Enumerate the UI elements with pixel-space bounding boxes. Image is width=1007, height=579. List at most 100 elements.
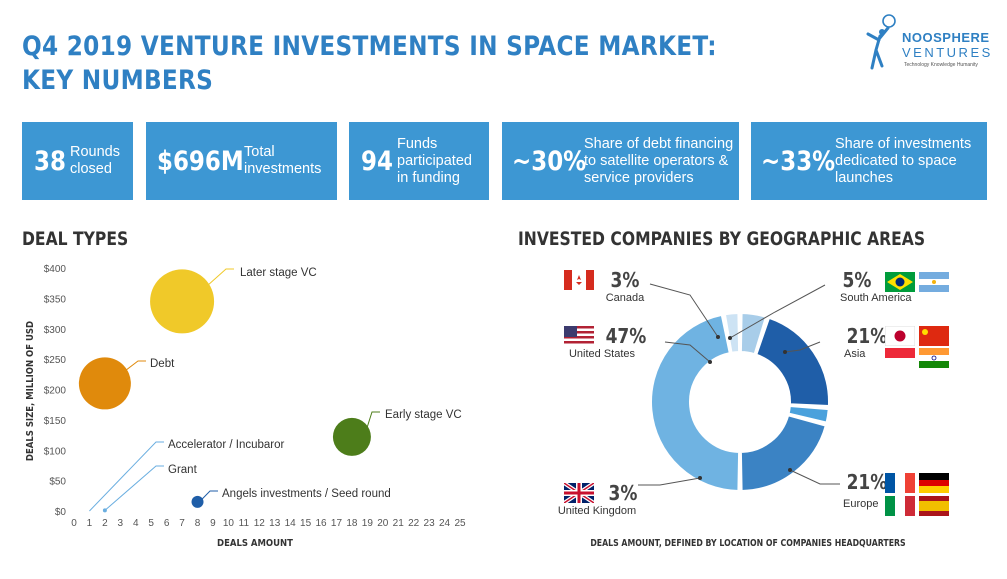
x-tick-label: 1 [87,518,93,529]
geo-pct: 47% [605,324,647,348]
x-tick-label: 6 [164,518,170,529]
leader-line [366,411,380,428]
donut-slice [650,313,741,493]
leader-line [207,268,234,286]
kpi-rounds: 38 Rounds closed [22,122,133,200]
x-tick-label: 21 [393,518,405,529]
donut-leader [729,284,826,339]
x-tick-label: 12 [254,518,266,529]
x-axis-label: DEALS AMOUNT [217,537,294,549]
geo-name: Canada [605,292,645,304]
india-flag-icon [919,348,949,368]
x-tick-label: 25 [454,518,466,529]
geo-pct: 3% [610,268,640,292]
geo-axis-label: DEALS AMOUNT, DEFINED BY LOCATION OF COM… [590,538,905,549]
x-tick-label: 17 [331,518,343,529]
bubble-point [102,508,107,513]
spain-flag-icon [919,496,949,516]
donut-leader [638,477,701,486]
x-tick-label: 2 [102,518,108,529]
x-tick-label: 0 [71,518,77,529]
x-tick-label: 16 [315,518,327,529]
y-axis-label: DEALS SIZE, MILLION OF USD [24,321,36,461]
x-tick-label: 9 [210,518,216,529]
geo-label-canada: 3% Canada [564,268,660,304]
donut-leader [649,283,719,338]
y-tick-label: $300 [44,325,67,336]
canada-flag-icon [564,270,594,290]
bubble-point [78,357,131,410]
bubble-point [191,495,204,508]
donut-slice [723,311,741,354]
bubble-label: Later stage VC [240,267,317,279]
geo-pct: 3% [608,481,638,505]
y-tick-label: $50 [49,477,66,488]
kpi-value: 38 [34,145,66,177]
x-tick-label: 24 [439,518,451,529]
geo-name: Europe [843,498,879,510]
kpi-label: Share of debt financing to satellite ope… [584,135,734,186]
x-tick-label: 14 [285,518,297,529]
y-tick-label: $200 [44,386,67,397]
germany-flag-icon [919,473,949,493]
kpi-label: Rounds closed [70,144,120,177]
x-tick-label: 22 [408,518,420,529]
y-tick-label: $400 [44,264,67,275]
donut-slice [787,404,830,424]
page-title: Q4 2019 VENTURE INVESTMENTS IN SPACE MAR… [22,30,717,98]
leader-line [104,465,164,511]
y-tick-label: $0 [55,507,67,518]
y-tick-label: $350 [44,294,67,305]
leader-line [89,441,164,512]
x-tick-label: 20 [377,518,389,529]
logo-subtitle: VENTURES [902,45,993,60]
kpi-label: Total investments [244,144,322,177]
kpi-value: 94 [361,145,393,177]
x-tick-label: 19 [362,518,374,529]
geo-label-united-states: 47% United States [562,324,646,360]
donut-slice [739,311,768,356]
brazil-flag-icon [885,272,915,292]
argentina-flag-icon [919,272,949,292]
x-tick-label: 18 [346,518,358,529]
kpi-debt-share: ~30% Share of debt financing to satellit… [502,122,739,200]
kpi-funds: 94 Funds participated in funding [349,122,489,200]
donut-leader [664,341,711,363]
donut-slice [755,316,830,408]
bubble-point [150,269,215,334]
leader-dot [788,468,792,472]
y-tick-label: $250 [44,355,67,366]
noosphere-logo: NOOSPHERE VENTURES Technology Knowledge … [862,12,992,76]
geo-pct: 21% [846,324,888,348]
geo-label-united-kingdom: 3% United Kingdom [552,481,642,517]
astronaut-logo-icon [866,14,896,70]
logo-tagline: Technology Knowledge Humanity [904,62,978,68]
japan-flag-icon [885,326,915,346]
title-line-1: Q4 2019 VENTURE INVESTMENTS IN SPACE MAR… [22,31,717,62]
geo-pct: 21% [846,470,888,494]
singapore-flag-icon [885,348,915,368]
leader-dot [783,350,787,354]
uk-flag-icon [564,483,594,503]
leader-dot [728,336,732,340]
geo-label-asia: 21% Asia [843,324,963,368]
y-tick-label: $100 [44,446,67,457]
china-flag-icon [919,326,949,346]
x-tick-label: 23 [424,518,436,529]
donut-leader [784,341,821,353]
bubble-label: Accelerator / Incubaror [168,439,285,451]
leader-dot [698,476,702,480]
x-tick-label: 11 [239,518,250,529]
x-tick-label: 13 [269,518,281,529]
bubble-label: Grant [168,464,198,476]
bubble-point [332,417,371,456]
leader-line [125,360,146,371]
x-tick-label: 7 [179,518,185,529]
bubble-label: Angels investments / Seed round [222,488,391,500]
bubble-label: Debt [150,358,175,370]
geo-label-south-america: 5% South America [840,268,960,304]
leader-line [201,490,218,500]
geo-heading: INVESTED COMPANIES BY GEOGRAPHIC AREAS [518,228,926,250]
kpi-value: $696M [157,145,244,177]
